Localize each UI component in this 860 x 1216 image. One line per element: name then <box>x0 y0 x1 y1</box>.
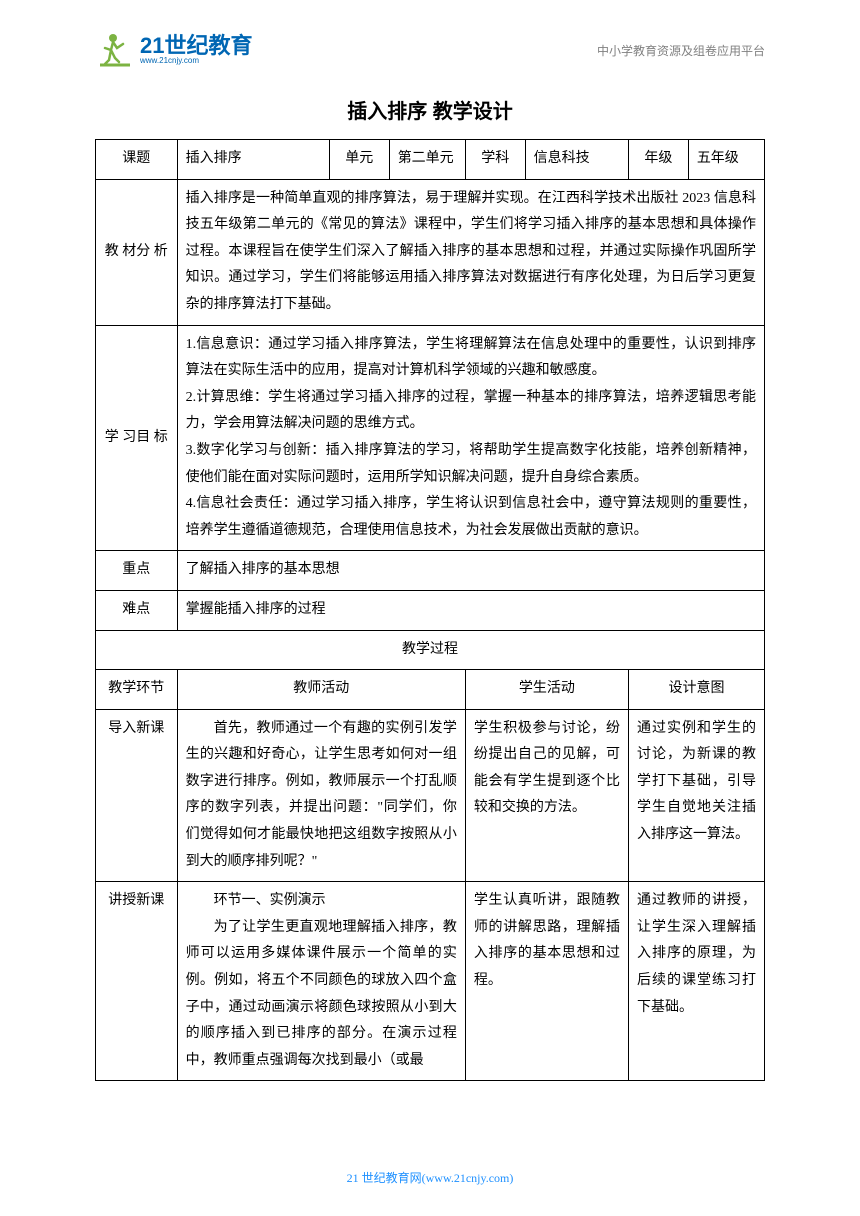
process-col2: 教师活动 <box>177 670 465 710</box>
page-footer: 21 世纪教育网(www.21cnjy.com) <box>0 1169 860 1186</box>
subject-value: 信息科技 <box>525 140 628 180</box>
logo-container: 21世纪教育 www.21cnjy.com <box>95 30 252 70</box>
table-row-difficulty: 难点 掌握能插入排序的过程 <box>96 590 765 630</box>
teach-label: 讲授新课 <box>96 882 178 1081</box>
logo-main-text: 21世纪教育 <box>140 35 252 57</box>
unit-label: 单元 <box>329 140 389 180</box>
logo-text-group: 21世纪教育 www.21cnjy.com <box>140 35 252 65</box>
difficulty-label: 难点 <box>96 590 178 630</box>
grade-label: 年级 <box>628 140 688 180</box>
table-row-material: 教 材分 析 插入排序是一种简单直观的排序算法，易于理解并实现。在江西科学技术出… <box>96 179 765 325</box>
process-col3: 学生活动 <box>465 670 628 710</box>
logo-icon <box>95 30 135 70</box>
intro-student: 学生积极参与讨论，纷纷提出自己的见解，可能会有学生提到逐个比较和交换的方法。 <box>465 709 628 882</box>
objective-item-1: 1.信息意识：通过学习插入排序算法，学生将理解算法在信息处理中的重要性，认识到排… <box>186 332 756 385</box>
difficulty-content: 掌握能插入排序的过程 <box>177 590 764 630</box>
teach-student: 学生认真听讲，跟随教师的讲解思路，理解插入排序的基本思想和过程。 <box>465 882 628 1081</box>
table-row-process-cols: 教学环节 教师活动 学生活动 设计意图 <box>96 670 765 710</box>
topic-value: 插入排序 <box>177 140 329 180</box>
lesson-plan-table: 课题 插入排序 单元 第二单元 学科 信息科技 年级 五年级 教 材分 析 插入… <box>95 139 765 1081</box>
objective-item-3: 3.数字化学习与创新：插入排序算法的学习，将帮助学生提高数字化技能，培养创新精神… <box>186 438 756 491</box>
teach-teacher: 环节一、实例演示 为了让学生更直观地理解插入排序，教师可以运用多媒体课件展示一个… <box>177 882 465 1081</box>
objectives-content: 1.信息意识：通过学习插入排序算法，学生将理解算法在信息处理中的重要性，认识到排… <box>177 325 764 551</box>
table-row-teach: 讲授新课 环节一、实例演示 为了让学生更直观地理解插入排序，教师可以运用多媒体课… <box>96 882 765 1081</box>
keypoint-content: 了解插入排序的基本思想 <box>177 551 764 591</box>
header-right-text: 中小学教育资源及组卷应用平台 <box>597 42 765 59</box>
page-title: 插入排序 教学设计 <box>0 95 860 124</box>
process-col1: 教学环节 <box>96 670 178 710</box>
teach-teacher-title: 环节一、实例演示 <box>186 888 457 915</box>
table-row-intro: 导入新课 首先，教师通过一个有趣的实例引发学生的兴趣和好奇心，让学生思考如何对一… <box>96 709 765 882</box>
objective-item-2: 2.计算思维：学生将通过学习插入排序的过程，掌握一种基本的排序算法，培养逻辑思考… <box>186 385 756 438</box>
topic-label: 课题 <box>96 140 178 180</box>
table-row-process-header: 教学过程 <box>96 630 765 670</box>
table-row-keypoint: 重点 了解插入排序的基本思想 <box>96 551 765 591</box>
page-header: 21世纪教育 www.21cnjy.com 中小学教育资源及组卷应用平台 <box>0 0 860 80</box>
table-row-topic: 课题 插入排序 单元 第二单元 学科 信息科技 年级 五年级 <box>96 140 765 180</box>
intro-intent: 通过实例和学生的讨论，为新课的教学打下基础，引导学生自觉地关注插入排序这一算法。 <box>628 709 764 882</box>
intro-label: 导入新课 <box>96 709 178 882</box>
keypoint-label: 重点 <box>96 551 178 591</box>
teach-teacher-content: 为了让学生更直观地理解插入排序，教师可以运用多媒体课件展示一个简单的实例。例如，… <box>186 915 457 1075</box>
intro-teacher: 首先，教师通过一个有趣的实例引发学生的兴趣和好奇心，让学生思考如何对一组数字进行… <box>177 709 465 882</box>
material-content: 插入排序是一种简单直观的排序算法，易于理解并实现。在江西科学技术出版社 2023… <box>177 179 764 325</box>
table-row-objectives: 学 习目 标 1.信息意识：通过学习插入排序算法，学生将理解算法在信息处理中的重… <box>96 325 765 551</box>
material-label: 教 材分 析 <box>96 179 178 325</box>
process-col4: 设计意图 <box>628 670 764 710</box>
objective-item-4: 4.信息社会责任：通过学习插入排序，学生将认识到信息社会中，遵守算法规则的重要性… <box>186 491 756 544</box>
logo-sub-text: www.21cnjy.com <box>140 57 252 65</box>
grade-value: 五年级 <box>688 140 764 180</box>
teach-intent: 通过教师的讲授，让学生深入理解插入排序的原理，为后续的课堂练习打下基础。 <box>628 882 764 1081</box>
unit-value: 第二单元 <box>389 140 465 180</box>
objectives-label: 学 习目 标 <box>96 325 178 551</box>
subject-label: 学科 <box>465 140 525 180</box>
process-header: 教学过程 <box>96 630 765 670</box>
